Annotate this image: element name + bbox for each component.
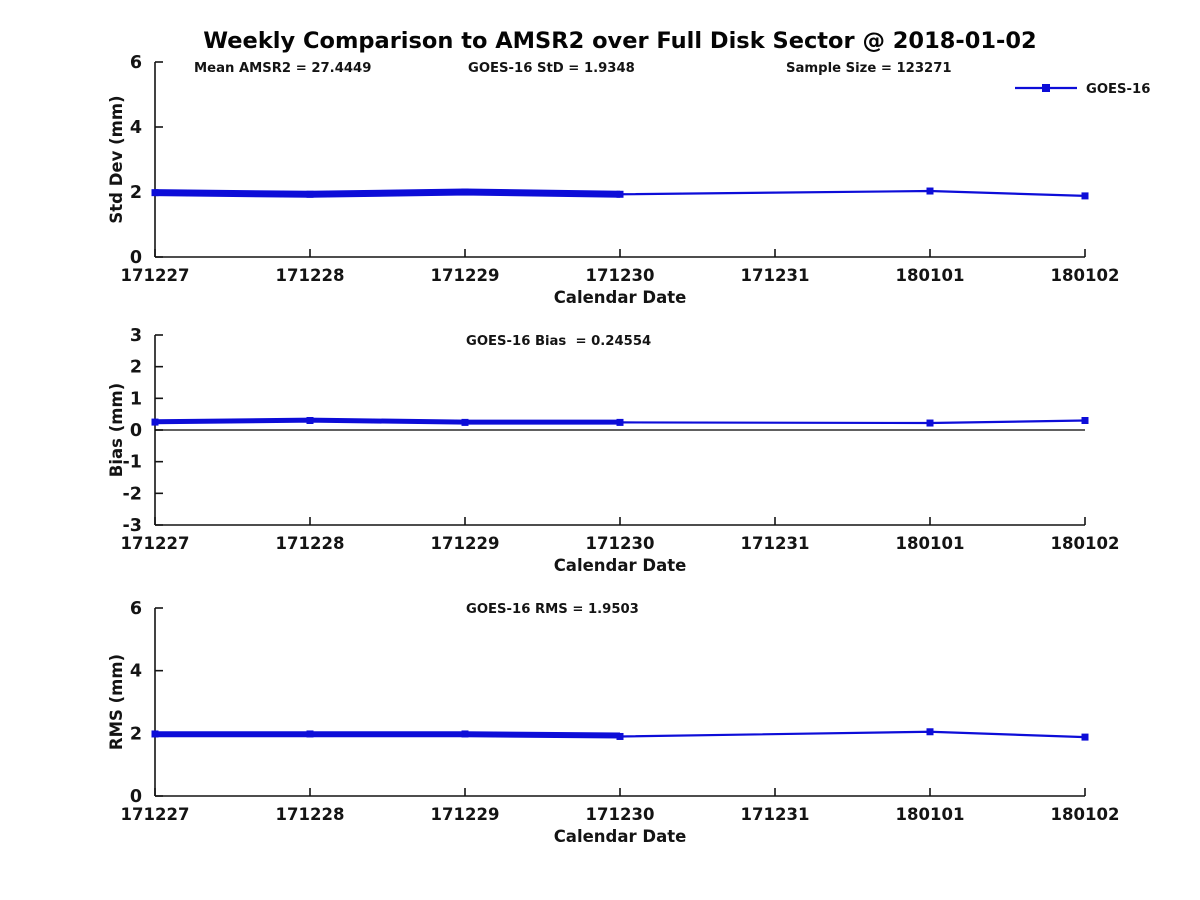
y-axis-label: RMS (mm) <box>107 654 126 750</box>
y-tick-label: 0 <box>130 421 142 441</box>
y-tick-label: 1 <box>130 389 142 409</box>
annotation-text: GOES-16 RMS = 1.9503 <box>466 602 639 617</box>
data-point-marker <box>461 188 469 196</box>
x-tick-label: 171227 <box>121 266 190 285</box>
legend: GOES-16 <box>1015 82 1150 97</box>
x-tick-label: 180102 <box>1051 805 1120 824</box>
x-tick-label: 171228 <box>276 534 345 553</box>
data-point-marker <box>151 418 159 426</box>
y-tick-label: 4 <box>130 662 142 682</box>
series-line-goes16 <box>154 419 1086 425</box>
x-tick-label: 171230 <box>586 534 655 553</box>
y-tick-label: 6 <box>130 53 142 73</box>
data-point-marker <box>1081 417 1089 424</box>
legend-marker-icon <box>1042 84 1050 92</box>
data-point-marker <box>616 418 624 426</box>
axes-std_dev: 0 2 4 6 171227 171228 171229 171230 171231 180101… <box>107 53 1119 307</box>
subplot-rms: 0 2 4 6 171227 171228 171229 171230 171231 180101… <box>107 599 1119 846</box>
annotation-text: GOES-16 StD = 1.9348 <box>468 61 635 76</box>
subplot-std_dev: 0 2 4 6 171227 171228 171229 171230 171231 180101… <box>107 53 1150 307</box>
data-point-marker <box>616 190 624 198</box>
y-tick-label: 2 <box>130 358 142 378</box>
data-point-marker <box>151 189 159 197</box>
annotation-text: Sample Size = 123271 <box>786 61 952 76</box>
y-tick-label: 0 <box>130 248 142 268</box>
chart-title: Weekly Comparison to AMSR2 over Full Dis… <box>203 28 1037 54</box>
x-tick-label: 171230 <box>586 805 655 824</box>
data-point-marker <box>1081 733 1089 741</box>
series-line-goes16 <box>154 189 1086 197</box>
x-tick-label: 180102 <box>1051 266 1120 285</box>
y-tick-label: -3 <box>123 516 142 536</box>
x-tick-label: 180101 <box>896 805 965 824</box>
x-tick-label: 171227 <box>121 805 190 824</box>
data-point-marker <box>306 730 314 738</box>
data-point-marker <box>616 732 624 740</box>
x-tick-label: 180102 <box>1051 534 1120 553</box>
data-point-marker <box>926 419 934 427</box>
data-point-marker <box>306 190 314 198</box>
annotation-text: Mean AMSR2 = 27.4449 <box>194 61 371 76</box>
data-point-marker <box>1081 192 1089 200</box>
data-point-marker <box>926 728 934 736</box>
data-point-marker <box>306 417 314 424</box>
legend-label: GOES-16 <box>1086 82 1150 97</box>
y-tick-label: -2 <box>123 484 142 504</box>
x-tick-label: 180101 <box>896 534 965 553</box>
y-tick-label: -1 <box>123 453 142 473</box>
y-tick-label: 4 <box>130 118 142 138</box>
y-tick-label: 6 <box>130 599 142 619</box>
data-point-marker <box>151 730 159 738</box>
x-axis-label: Calendar Date <box>554 288 687 307</box>
axes-bias: -3 -2 -1 0 1 2 3 171227 171228 171229 171230 171231… <box>107 326 1119 575</box>
x-tick-label: 171228 <box>276 805 345 824</box>
x-tick-label: 171231 <box>741 534 810 553</box>
x-tick-label: 171230 <box>586 266 655 285</box>
y-tick-label: 2 <box>130 724 142 744</box>
axes-rms: 0 2 4 6 171227 171228 171229 171230 171231 180101… <box>107 599 1119 846</box>
annotation-text: GOES-16 Bias = 0.24554 <box>466 334 651 349</box>
y-axis-label: Bias (mm) <box>107 383 126 477</box>
x-tick-label: 171228 <box>276 266 345 285</box>
x-tick-label: 180101 <box>896 266 965 285</box>
y-tick-label: 0 <box>130 787 142 807</box>
subplot-bias: -3 -2 -1 0 1 2 3 171227 171228 171229 171230 171231… <box>107 326 1119 575</box>
x-axis-label: Calendar Date <box>554 556 687 575</box>
x-tick-label: 171229 <box>431 805 500 824</box>
x-axis-label: Calendar Date <box>554 827 687 846</box>
x-tick-label: 171227 <box>121 534 190 553</box>
series-line-goes16 <box>155 730 1086 739</box>
x-tick-label: 171229 <box>431 534 500 553</box>
y-tick-label: 2 <box>130 183 142 203</box>
y-tick-label: 3 <box>130 326 142 346</box>
data-point-marker <box>926 187 934 195</box>
x-tick-label: 171229 <box>431 266 500 285</box>
data-point-marker <box>461 418 469 426</box>
x-tick-label: 171231 <box>741 805 810 824</box>
data-point-marker <box>461 730 469 738</box>
y-axis-label: Std Dev (mm) <box>107 95 126 223</box>
x-tick-label: 171231 <box>741 266 810 285</box>
